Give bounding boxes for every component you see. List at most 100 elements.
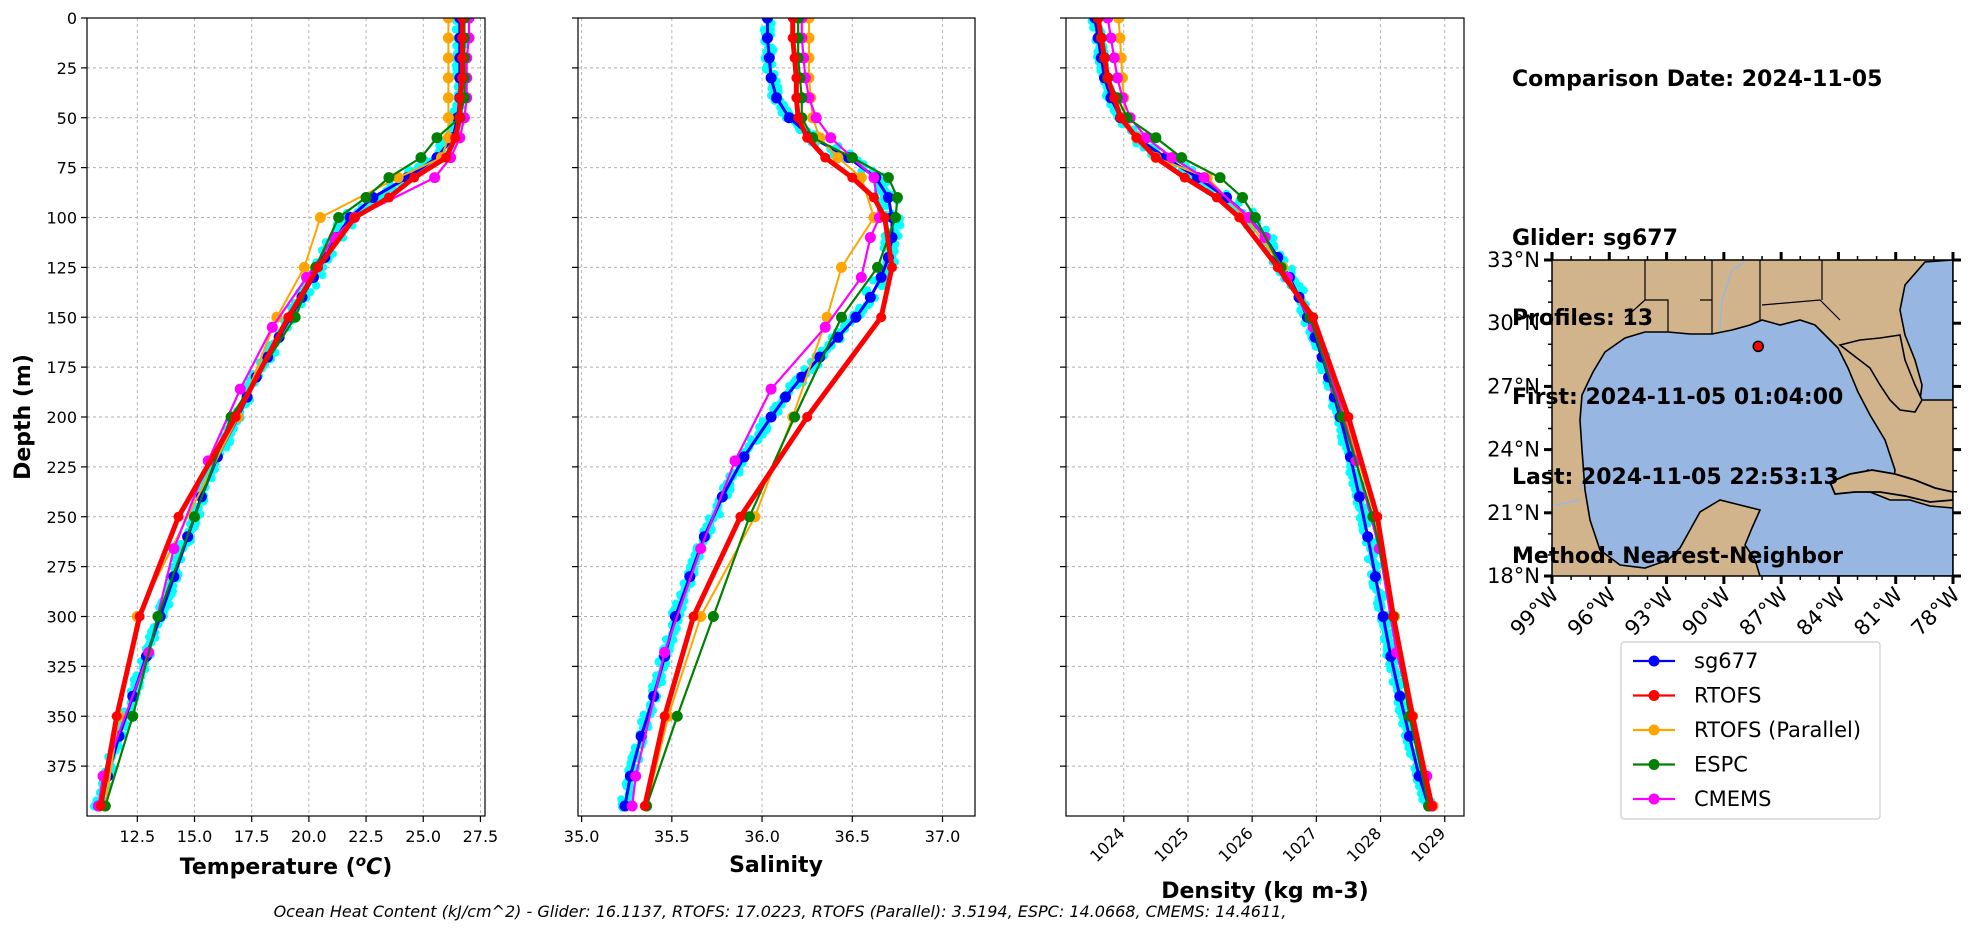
series-point-rtofs [111, 711, 122, 722]
x-tick-label: 36.0 [744, 827, 780, 846]
series-point-rtofs-parallel- [442, 92, 454, 104]
series-point-rtofs [868, 192, 879, 203]
legend-label: ESPC [1694, 753, 1748, 777]
legend-marker [1648, 690, 1660, 701]
series-point-rtofs-parallel- [298, 261, 310, 273]
series-point-rtofs [876, 312, 887, 323]
map-gulf-ocean [1579, 319, 1953, 576]
map-ticks [1544, 252, 1961, 584]
series-point-rtofs [409, 172, 420, 183]
temperature-grid [87, 17, 485, 816]
series-line-espc [104, 18, 466, 807]
series-line-sg677 [97, 18, 462, 807]
series-point-rtofs [283, 312, 294, 323]
series-point-rtofs [457, 72, 468, 83]
series-point-rtofs-parallel- [442, 18, 454, 24]
series-point-rtofs [879, 212, 890, 223]
series-point-rtofs-parallel- [835, 261, 847, 273]
series-point-cmems [626, 800, 638, 812]
series-point-sg677 [882, 192, 894, 204]
series-point-sg677 [1377, 611, 1389, 622]
density-xticks: 1024 1025 1026 1027 1028 1029 [1086, 816, 1449, 866]
series-point-rtofs [1426, 801, 1437, 812]
map-lat-label: 27°N [1487, 374, 1540, 398]
x-tick-label: 1029 [1407, 824, 1449, 866]
series-point-espc [360, 192, 372, 204]
y-tick-label: 175 [46, 358, 77, 377]
glider-scatter-point [1363, 555, 1372, 564]
y-tick-label: 200 [46, 408, 77, 427]
series-point-rtofs [793, 112, 804, 123]
series-point-rtofs [457, 32, 468, 43]
series-point-rtofs [95, 801, 106, 812]
y-tick-label: 75 [57, 159, 77, 178]
x-tick-label: 22.5 [348, 827, 384, 846]
series-point-rtofs [791, 72, 802, 83]
series-point-espc [1237, 192, 1249, 204]
series-point-rtofs [1343, 412, 1354, 422]
series-point-rtofs [802, 412, 813, 422]
glider-scatter-point [1373, 561, 1382, 570]
series-point-sg677 [864, 291, 876, 303]
series-point-rtofs-parallel- [442, 112, 454, 124]
x-tick-label: 12.5 [120, 827, 156, 846]
series-point-cmems [1111, 72, 1123, 84]
glider-location-marker [1752, 340, 1764, 353]
series-point-espc [1150, 132, 1162, 144]
temperature-panel: 12.5 15.0 17.5 20.0 22.5 25.0 27.5 0 25 50 75 100 1… [11, 9, 498, 880]
series-point-sg677 [761, 18, 773, 24]
info-spacer [1512, 147, 1882, 174]
series-point-cmems [1198, 172, 1210, 184]
series-point-cmems [695, 543, 707, 555]
series-point-cmems [825, 132, 837, 144]
series-point-sg677 [850, 311, 862, 323]
series-point-rtofs [441, 152, 452, 163]
series-point-rtofs [688, 611, 699, 622]
y-tick-label: 250 [46, 508, 77, 527]
series-point-rtofs [1109, 92, 1120, 103]
y-tick-label: 300 [46, 608, 77, 627]
legend-items: sg677 RTOFS RTOFS (Parallel) ESPC CMEMS [1633, 649, 1861, 811]
series-point-rtofs [450, 132, 461, 143]
series-point-espc [835, 311, 847, 323]
series-point-rtofs [349, 212, 360, 223]
map-lon-label: 78°W [1907, 582, 1965, 640]
series-point-sg677 [875, 271, 887, 283]
glider-scatter-point [746, 435, 755, 444]
series-point-sg677 [1369, 571, 1381, 583]
glider-scatter-point [877, 282, 886, 291]
profile-count: Profiles: 13 [1512, 305, 1654, 331]
series-point-rtofs [1093, 18, 1104, 23]
series-point-rtofs [1211, 192, 1222, 203]
legend-label: RTOFS [1694, 684, 1761, 708]
series-point-cmems [168, 543, 180, 555]
series-point-rtofs [789, 52, 800, 63]
legend-label: CMEMS [1694, 787, 1772, 811]
series-point-rtofs [1272, 262, 1283, 273]
series-point-rtofs-parallel- [314, 212, 326, 223]
series-point-rtofs [1234, 212, 1245, 223]
series-point-rtofs [1150, 152, 1161, 163]
series-point-espc [671, 710, 683, 722]
series-point-rtofs-parallel- [442, 32, 454, 44]
legend-marker [1648, 724, 1660, 736]
series-point-rtofs [802, 132, 813, 143]
series-point-cmems [729, 455, 741, 467]
series-point-espc [383, 172, 395, 184]
series-point-rtofs [230, 412, 241, 422]
x-tick-label: 1027 [1279, 824, 1321, 866]
series-line-rtofs [642, 18, 895, 807]
series-point-cmems [234, 383, 246, 395]
map-lat-label: 18°N [1487, 564, 1540, 588]
series-point-rtofs-parallel- [1114, 32, 1126, 44]
series-point-sg677 [1362, 531, 1374, 543]
series-point-espc [872, 261, 884, 273]
density-grid [1066, 17, 1464, 816]
density-series [1089, 18, 1439, 812]
x-tick-label: 1025 [1150, 824, 1192, 866]
density-yticks [1060, 17, 1066, 767]
series-point-rtofs [1131, 132, 1142, 143]
series-point-cmems [266, 321, 278, 333]
temperature-xlabel: Temperature (oC) [180, 852, 393, 880]
series-point-espc [1214, 172, 1226, 184]
